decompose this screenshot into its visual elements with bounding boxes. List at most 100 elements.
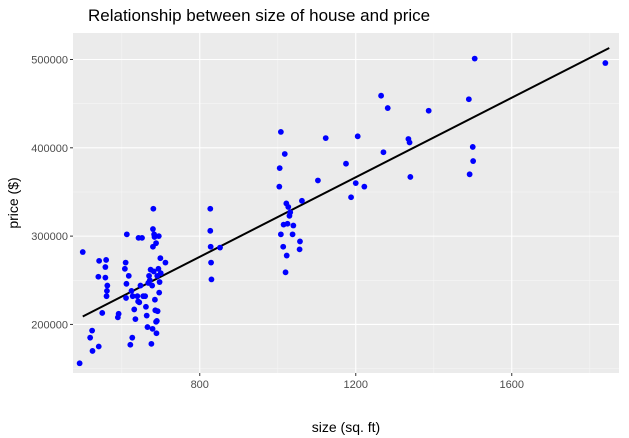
data-point	[102, 264, 109, 270]
y-axis-title: price ($)	[5, 177, 21, 228]
data-point	[315, 177, 321, 184]
x-tick-label: 1600	[500, 379, 524, 391]
y-tick-label: 300000	[31, 231, 68, 243]
data-point	[276, 183, 283, 190]
data-point	[208, 276, 215, 283]
data-point	[152, 296, 158, 303]
data-point	[207, 243, 214, 250]
data-point	[150, 226, 156, 232]
data-point	[297, 238, 303, 245]
data-point	[289, 231, 296, 238]
data-point	[154, 308, 161, 315]
data-point	[207, 205, 214, 212]
data-point	[155, 233, 162, 240]
data-point	[102, 274, 109, 281]
point-layer	[76, 55, 609, 367]
data-point	[139, 234, 145, 241]
data-point	[156, 279, 163, 285]
data-point	[470, 158, 477, 164]
data-point	[87, 334, 94, 341]
data-point	[602, 60, 609, 66]
data-point	[287, 209, 294, 216]
data-point	[146, 277, 153, 284]
data-point	[95, 273, 102, 280]
data-point	[425, 107, 432, 114]
data-point	[104, 282, 111, 289]
data-point	[150, 205, 157, 212]
data-point	[142, 293, 149, 300]
data-point	[99, 310, 106, 316]
data-point	[95, 343, 102, 350]
data-point	[361, 183, 368, 190]
data-point	[282, 269, 289, 276]
chart-title: Relationship between size of house and p…	[88, 6, 431, 25]
data-point	[137, 282, 144, 289]
data-point	[121, 265, 128, 272]
data-point	[465, 96, 472, 103]
data-point	[143, 303, 149, 310]
data-point	[153, 317, 160, 324]
data-point	[143, 312, 150, 319]
data-point	[407, 174, 414, 180]
data-point	[471, 55, 478, 62]
data-point	[123, 231, 130, 238]
data-point	[122, 259, 129, 266]
data-point	[157, 255, 164, 262]
data-point	[131, 306, 138, 313]
data-point	[290, 222, 297, 229]
data-point	[104, 287, 110, 294]
data-point	[285, 204, 292, 210]
data-point	[123, 295, 129, 301]
data-point	[115, 310, 122, 317]
data-point	[469, 144, 476, 150]
data-point	[148, 340, 155, 347]
data-point	[280, 243, 287, 250]
data-point	[146, 272, 152, 279]
regression-line	[82, 47, 610, 318]
data-point	[281, 151, 288, 157]
data-point	[96, 257, 103, 264]
data-point	[466, 171, 473, 178]
data-point	[153, 240, 159, 247]
grid-layer	[73, 33, 619, 373]
data-point	[348, 194, 354, 201]
data-point	[277, 129, 284, 135]
y-tick-label: 400000	[31, 143, 68, 155]
x-axis-title: size (sq. ft)	[312, 419, 380, 435]
data-point	[380, 149, 387, 156]
data-point	[103, 293, 110, 300]
x-tick-label: 1200	[344, 379, 368, 391]
x-tick-label: 800	[191, 379, 209, 391]
data-point	[129, 293, 136, 300]
data-point	[89, 327, 96, 334]
data-point	[89, 348, 96, 354]
data-point	[378, 92, 384, 99]
data-point	[153, 330, 160, 337]
data-point	[128, 287, 135, 294]
data-point	[207, 227, 214, 234]
data-point	[208, 259, 214, 266]
data-point	[343, 160, 349, 167]
data-point	[150, 268, 157, 275]
data-point	[157, 270, 164, 277]
data-point	[155, 265, 162, 272]
data-point	[156, 289, 163, 296]
fit-line-layer	[82, 47, 610, 318]
data-point	[149, 282, 156, 289]
y-tick-label: 200000	[31, 319, 68, 331]
data-point	[127, 341, 134, 348]
data-point	[76, 360, 83, 367]
data-point	[276, 165, 283, 172]
data-point	[299, 197, 305, 204]
data-point	[277, 231, 284, 238]
y-tick-label: 500000	[31, 54, 68, 66]
data-point	[144, 324, 151, 330]
data-point	[284, 220, 291, 227]
data-point	[352, 180, 359, 187]
tick-layer: 800 1200 1600 200000 300000 400000 500000	[31, 54, 524, 391]
data-point	[136, 299, 143, 306]
data-point	[162, 259, 169, 266]
data-point	[134, 293, 141, 300]
data-point	[103, 257, 110, 263]
